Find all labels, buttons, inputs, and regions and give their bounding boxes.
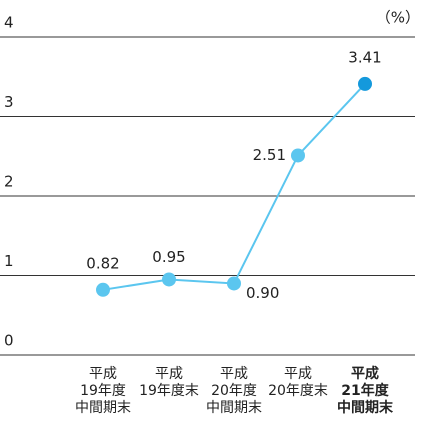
y-tick-label: 2	[4, 173, 14, 191]
x-tick-label: 平成 21年度中間期末	[337, 365, 394, 416]
unit-label: （%）	[376, 9, 420, 27]
x-tick-label: 平成 20年度中間期末	[206, 366, 262, 416]
point	[96, 282, 110, 297]
data-label: 0.90	[246, 284, 279, 302]
x-tick-label-line: 平成	[220, 366, 248, 382]
x-tick-label: 平成 19年度末	[139, 366, 199, 399]
x-tick-label-line: 平成	[89, 366, 117, 382]
point	[162, 272, 176, 287]
data-label: 0.82	[86, 254, 119, 272]
y-tick-label: 3	[4, 93, 14, 111]
x-tick-label-line: 平成	[284, 366, 312, 382]
y-tick-label: 1	[4, 252, 14, 270]
point	[227, 276, 241, 291]
data-label: 3.41	[348, 48, 381, 66]
x-tick-label-line: 中間期末	[337, 399, 394, 416]
data-label: 0.95	[152, 248, 185, 266]
y-tick-label: 0	[4, 332, 14, 350]
x-tick-label-line: 20年度末	[268, 383, 328, 399]
x-tick-label-line: 平成	[155, 366, 183, 382]
x-tick-label-line: 20年度	[211, 383, 257, 399]
point	[358, 76, 372, 91]
y-tick-label: 4	[4, 14, 14, 32]
x-tick-label-line: 19年度末	[139, 383, 199, 399]
point	[291, 148, 305, 163]
x-tick-label-line: 中間期末	[206, 400, 262, 416]
x-tick-label: 平成 20年度末	[268, 366, 328, 399]
line	[102, 83, 366, 291]
data-label: 2.51	[253, 146, 286, 164]
x-tick-label: 平成 19年度中間期末	[75, 366, 131, 416]
x-tick-label-line: 19年度	[80, 383, 126, 399]
x-tick-label-line: 21年度	[341, 382, 389, 399]
x-tick-label-line: 平成	[351, 365, 379, 382]
x-tick-label-line: 中間期末	[75, 400, 131, 416]
